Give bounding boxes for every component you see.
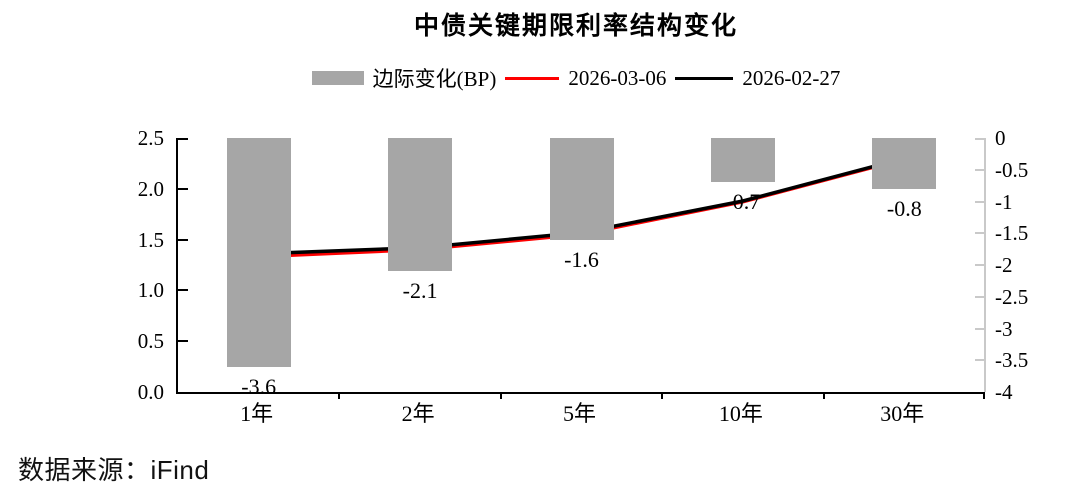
right-axis-tick <box>975 264 985 266</box>
right-axis-tick <box>975 359 985 362</box>
x-axis-label-30年: 30年 <box>880 401 925 426</box>
left-axis-tick-label: 1.0 <box>137 278 164 303</box>
bar-value-label: -2.1 <box>402 278 438 304</box>
data-source: 数据来源：iFind <box>18 455 210 485</box>
x-axis-label-2年: 2年 <box>401 401 435 426</box>
left-axis-tick-label: 1.5 <box>137 227 164 252</box>
right-axis-tick-label: -2.5 <box>995 284 1029 309</box>
right-axis-tick <box>975 232 985 235</box>
right-axis-tick-label: -1.5 <box>995 221 1029 246</box>
x-axis-tick <box>983 392 985 399</box>
left-axis-tick-label: 0.5 <box>137 329 164 354</box>
x-axis-tick <box>822 392 825 399</box>
bar-30年 <box>872 138 937 189</box>
right-axis-line <box>984 138 986 392</box>
bar-2年 <box>388 138 453 272</box>
bar-value-label: -3.6 <box>241 373 277 399</box>
x-axis-tick <box>499 392 502 399</box>
chart-legend: 边际变化(BP) 2026-03-06 2026-02-27 <box>156 63 996 93</box>
legend-bar-label: 边际变化(BP) <box>372 67 497 91</box>
right-axis-tick <box>975 295 985 298</box>
right-axis-tick <box>975 168 985 171</box>
right-axis-tick <box>975 138 985 140</box>
right-axis-tick-label: -3 <box>995 316 1013 341</box>
legend-bar-swatch <box>311 71 364 85</box>
x-axis-tick <box>338 392 341 399</box>
right-axis-tick-label: -1 <box>995 189 1013 214</box>
legend-red-label: 2026-03-06 <box>568 65 667 90</box>
left-axis-tick-label: 2.0 <box>137 176 164 201</box>
left-axis-tick-label: 2.5 <box>137 126 164 150</box>
x-axis-label-10年: 10年 <box>718 401 763 426</box>
left-axis-tick <box>178 138 188 140</box>
legend-red-line-icon <box>505 76 560 80</box>
right-axis-tick-label: -0.5 <box>995 157 1029 182</box>
left-axis-tick <box>178 340 188 343</box>
bar-1年 <box>226 138 291 367</box>
x-axis-label-1年: 1年 <box>240 401 274 426</box>
right-axis-tick-label: 0 <box>995 126 1006 150</box>
bar-value-label: -0.8 <box>886 195 922 221</box>
left-axis-tick-label: 0.0 <box>137 380 164 404</box>
chart-title: 中债关键期限利率结构变化 <box>413 13 738 40</box>
right-axis-tick <box>975 327 985 330</box>
bar-10年 <box>710 138 775 183</box>
legend-black-line-icon <box>675 76 734 80</box>
right-axis-tick-label: -2 <box>995 253 1013 277</box>
x-axis-label-5年: 5年 <box>562 401 596 426</box>
bar-value-label: -1.6 <box>564 246 599 272</box>
bar-5年 <box>549 138 614 240</box>
right-axis-tick-label: -4 <box>995 380 1013 404</box>
bar-value-label: -0.7 <box>725 189 761 215</box>
left-axis-tick <box>178 289 188 292</box>
left-axis-tick <box>178 238 188 241</box>
plot-area: -3.6 -2.1 -1.6 -0.7 -0.8 <box>176 138 986 399</box>
right-axis-tick-label: -3.5 <box>995 348 1029 373</box>
right-axis-tick <box>975 200 985 203</box>
legend-black-label: 2026-02-27 <box>742 65 841 90</box>
x-axis-tick <box>661 392 664 399</box>
left-axis-tick <box>178 187 188 190</box>
